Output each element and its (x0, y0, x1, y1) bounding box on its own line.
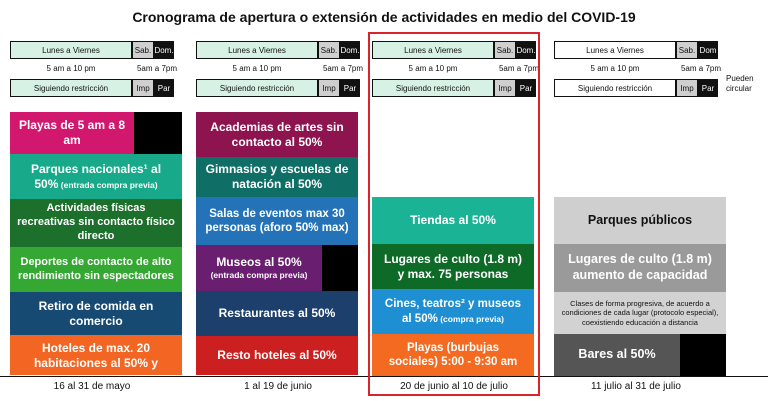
schedule-header-col4: Lunes a Viernes Sab. Dom 5 am a 10 pm 5a… (554, 41, 721, 97)
sunday-label: Dom. (516, 41, 536, 59)
impar-label: Imp (494, 79, 516, 97)
date-label: 1 al 19 de junio (244, 381, 312, 392)
sunday-label: Dom. (340, 41, 360, 59)
weekdays-label: Lunes a Viernes (10, 41, 132, 59)
restriction-label: Siguiendo restricción (196, 79, 318, 97)
weekend-hours: 5am a 7pm (136, 64, 178, 73)
activity-block: Restaurantes al 50% (196, 291, 358, 336)
pueden-circular-note: Pueden circular (726, 74, 754, 93)
weekend-hours: 5am a 7pm (322, 64, 364, 73)
activity-block: Parques nacionales¹ al 50% (entrada comp… (10, 154, 182, 199)
weekend-hours: 5am a 7pm (498, 64, 540, 73)
restriction-label: Siguiendo restricción (554, 79, 676, 97)
weekdays-label: Lunes a Viernes (372, 41, 494, 59)
activity-block: Bares al 50% (554, 334, 680, 376)
par-label: Par (516, 79, 536, 97)
activity-block: Retiro de comida en comercio (10, 292, 182, 335)
weekday-hours: 5 am a 10 pm (590, 64, 640, 73)
activity-block: Salas de eventos max 30 personas (aforo 5… (196, 197, 358, 245)
activity-block: Actividades físicas recreativas sin conta… (10, 199, 182, 247)
saturday-label: Sab. (132, 41, 154, 59)
weekdays-label: Lunes a Viernes (554, 41, 676, 59)
saturday-label: Sab. (494, 41, 516, 59)
date-label: 20 de junio al 10 de julio (400, 381, 508, 392)
impar-label: Imp (676, 79, 698, 97)
activity-block: Playas (burbujas sociales) 5:00 - 9:30 am (372, 334, 534, 376)
activity-block: Hoteles de max. 20 habitaciones al 50% y (10, 335, 182, 375)
saturday-label: Sab. (318, 41, 340, 59)
weekday-hours: 5 am a 10 pm (232, 64, 282, 73)
timeline-axis (0, 376, 768, 377)
date-label: 16 al 31 de mayo (53, 381, 131, 392)
activity-block: Parques públicos (554, 197, 726, 244)
black-block (680, 334, 726, 376)
activity-block: Playas de 5 am a 8 am (10, 112, 134, 154)
black-block (134, 112, 182, 154)
sunday-label: Dom. (154, 41, 174, 59)
date-label: 11 julio al 31 de julio (591, 381, 681, 392)
restriction-label: Siguiendo restricción (10, 79, 132, 97)
impar-label: Imp (318, 79, 340, 97)
activity-block: Tiendas al 50% (372, 197, 534, 244)
current-period-highlight (368, 32, 540, 396)
activity-block: Academias de artes sin contacto al 50% (196, 112, 358, 157)
weekdays-label: Lunes a Viernes (196, 41, 318, 59)
activity-block: Gimnasios y escuelas de natación al 50% (196, 157, 358, 197)
activity-block: Lugares de culto (1.8 m) aumento de capac… (554, 244, 726, 292)
activity-block: Clases de forma progresiva, de acuerdo a… (554, 292, 726, 334)
activity-block: Museos al 50% (entrada compra previa) (196, 245, 322, 291)
activity-block: Lugares de culto (1.8 m) y max. 75 person… (372, 244, 534, 289)
weekday-hours: 5 am a 10 pm (46, 64, 96, 73)
par-label: Par (154, 79, 174, 97)
saturday-label: Sab. (676, 41, 698, 59)
weekday-hours: 5 am a 10 pm (408, 64, 458, 73)
schedule-header-col3: Lunes a Viernes Sab. Dom. 5 am a 10 pm 5… (372, 41, 539, 97)
black-block (322, 245, 358, 291)
sunday-label: Dom (698, 41, 718, 59)
activity-block: Cines, teatros² y museos al 50% (compra … (372, 289, 534, 334)
page-title: Cronograma de apertura o extensión de ac… (132, 9, 636, 25)
impar-label: Imp (132, 79, 154, 97)
weekend-hours: 5am a 7pm (680, 64, 722, 73)
restriction-label: Siguiendo restricción (372, 79, 494, 97)
activity-block: Deportes de contacto de alto rendimiento … (10, 247, 182, 292)
par-label: Par (340, 79, 360, 97)
activity-block: Resto hoteles al 50% (196, 336, 358, 375)
schedule-header-col1: Lunes a Viernes Sab. Dom. 5 am a 10 pm 5… (10, 41, 177, 97)
schedule-header-col2: Lunes a Viernes Sab. Dom. 5 am a 10 pm 5… (196, 41, 363, 97)
par-label: Par (698, 79, 718, 97)
